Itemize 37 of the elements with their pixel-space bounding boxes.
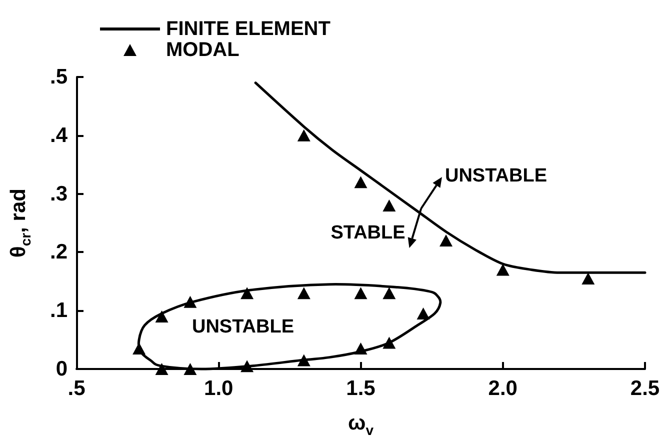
point [297,354,310,366]
y-tick-label: 0 [56,358,68,380]
point [155,363,168,375]
point [240,360,254,372]
point [440,234,453,247]
x-tick-label: 1.0 [204,377,234,400]
x-tick-label: 2.5 [630,377,660,400]
point [297,129,310,142]
point [184,296,197,308]
y-tick-label: .3 [50,182,68,206]
y-axis-title: θcr, rad [7,188,34,258]
point [354,176,368,188]
point [496,264,510,276]
x-tick-label: 1.5 [346,377,376,400]
y-tick-label: .2 [50,240,68,264]
point [155,310,168,322]
annotation: STABLE [330,222,406,244]
y-tick-label: .1 [50,299,68,322]
point [132,342,146,355]
x-tick-label: .5 [68,377,86,400]
x-tick-label: 2.0 [488,377,518,400]
point [184,363,197,375]
y-tick-label: .4 [50,124,68,147]
point [382,199,396,212]
point [240,287,254,300]
point [582,272,595,284]
legend-label: FINITE ELEMENT [166,18,330,40]
annotation: UNSTABLE [192,316,294,338]
y-tick-label: .5 [50,66,68,88]
point [354,287,368,300]
legend-label: MODAL [166,39,240,61]
point [297,287,310,300]
point [354,342,368,355]
point [416,308,430,320]
point [382,287,396,300]
annotation: UNSTABLE [444,166,548,186]
point [382,336,396,349]
